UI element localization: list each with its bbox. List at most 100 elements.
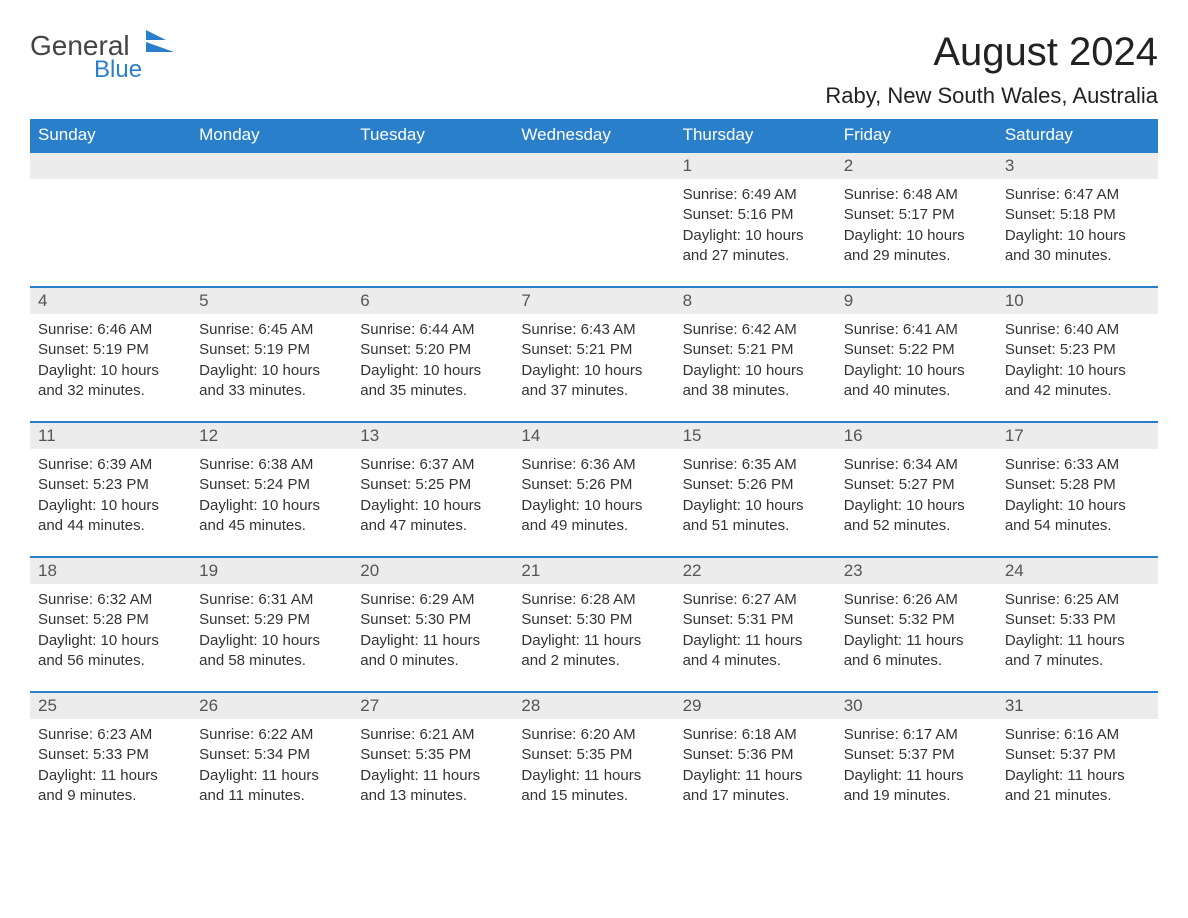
calendar-row: 4Sunrise: 6:46 AMSunset: 5:19 PMDaylight… (30, 287, 1158, 422)
sunrise-line: Sunrise: 6:38 AM (199, 455, 344, 475)
day-body: Sunrise: 6:46 AMSunset: 5:19 PMDaylight:… (30, 314, 191, 421)
daylight-line: Daylight: 10 hours and 33 minutes. (199, 361, 344, 402)
day-body: Sunrise: 6:20 AMSunset: 5:35 PMDaylight:… (513, 719, 674, 826)
daylight-line: Daylight: 10 hours and 38 minutes. (683, 361, 828, 402)
daylight-line: Daylight: 11 hours and 6 minutes. (844, 631, 989, 672)
sunrise-line: Sunrise: 6:43 AM (521, 320, 666, 340)
sunset-line: Sunset: 5:35 PM (360, 745, 505, 765)
calendar-cell (191, 152, 352, 287)
daylight-line: Daylight: 10 hours and 30 minutes. (1005, 226, 1150, 267)
daylight-line: Daylight: 11 hours and 17 minutes. (683, 766, 828, 807)
daylight-line: Daylight: 10 hours and 32 minutes. (38, 361, 183, 402)
daylight-line: Daylight: 10 hours and 27 minutes. (683, 226, 828, 267)
sunrise-line: Sunrise: 6:47 AM (1005, 185, 1150, 205)
day-number: 31 (997, 693, 1158, 719)
calendar-cell: 23Sunrise: 6:26 AMSunset: 5:32 PMDayligh… (836, 557, 997, 692)
day-number: 19 (191, 558, 352, 584)
day-number: 1 (675, 153, 836, 179)
day-number (513, 153, 674, 179)
day-body: Sunrise: 6:34 AMSunset: 5:27 PMDaylight:… (836, 449, 997, 556)
day-body: Sunrise: 6:49 AMSunset: 5:16 PMDaylight:… (675, 179, 836, 286)
calendar-cell: 30Sunrise: 6:17 AMSunset: 5:37 PMDayligh… (836, 692, 997, 826)
day-number: 26 (191, 693, 352, 719)
calendar-cell: 5Sunrise: 6:45 AMSunset: 5:19 PMDaylight… (191, 287, 352, 422)
day-body: Sunrise: 6:27 AMSunset: 5:31 PMDaylight:… (675, 584, 836, 691)
sunrise-line: Sunrise: 6:28 AM (521, 590, 666, 610)
day-number: 27 (352, 693, 513, 719)
calendar-cell: 9Sunrise: 6:41 AMSunset: 5:22 PMDaylight… (836, 287, 997, 422)
sunset-line: Sunset: 5:20 PM (360, 340, 505, 360)
sunset-line: Sunset: 5:28 PM (38, 610, 183, 630)
calendar-cell: 19Sunrise: 6:31 AMSunset: 5:29 PMDayligh… (191, 557, 352, 692)
month-title: August 2024 (825, 30, 1158, 75)
calendar-cell: 2Sunrise: 6:48 AMSunset: 5:17 PMDaylight… (836, 152, 997, 287)
daylight-line: Daylight: 10 hours and 37 minutes. (521, 361, 666, 402)
day-body: Sunrise: 6:35 AMSunset: 5:26 PMDaylight:… (675, 449, 836, 556)
calendar-cell: 25Sunrise: 6:23 AMSunset: 5:33 PMDayligh… (30, 692, 191, 826)
header: General Blue August 2024 Raby, New South… (30, 30, 1158, 109)
sunset-line: Sunset: 5:35 PM (521, 745, 666, 765)
calendar-cell: 16Sunrise: 6:34 AMSunset: 5:27 PMDayligh… (836, 422, 997, 557)
day-body: Sunrise: 6:26 AMSunset: 5:32 PMDaylight:… (836, 584, 997, 691)
calendar-cell: 11Sunrise: 6:39 AMSunset: 5:23 PMDayligh… (30, 422, 191, 557)
day-number: 11 (30, 423, 191, 449)
calendar-cell: 13Sunrise: 6:37 AMSunset: 5:25 PMDayligh… (352, 422, 513, 557)
daylight-line: Daylight: 10 hours and 40 minutes. (844, 361, 989, 402)
sunrise-line: Sunrise: 6:39 AM (38, 455, 183, 475)
sunset-line: Sunset: 5:32 PM (844, 610, 989, 630)
day-body: Sunrise: 6:42 AMSunset: 5:21 PMDaylight:… (675, 314, 836, 421)
day-number (30, 153, 191, 179)
sunrise-line: Sunrise: 6:45 AM (199, 320, 344, 340)
weekday-header: Saturday (997, 119, 1158, 152)
day-body (513, 179, 674, 279)
calendar-cell: 1Sunrise: 6:49 AMSunset: 5:16 PMDaylight… (675, 152, 836, 287)
day-number: 23 (836, 558, 997, 584)
day-number: 30 (836, 693, 997, 719)
sunset-line: Sunset: 5:22 PM (844, 340, 989, 360)
title-block: August 2024 Raby, New South Wales, Austr… (825, 30, 1158, 109)
sunrise-line: Sunrise: 6:44 AM (360, 320, 505, 340)
logo-text-blue: Blue (94, 56, 142, 84)
day-body: Sunrise: 6:29 AMSunset: 5:30 PMDaylight:… (352, 584, 513, 691)
sunrise-line: Sunrise: 6:27 AM (683, 590, 828, 610)
calendar-cell (30, 152, 191, 287)
day-number (191, 153, 352, 179)
calendar-cell: 3Sunrise: 6:47 AMSunset: 5:18 PMDaylight… (997, 152, 1158, 287)
sunset-line: Sunset: 5:37 PM (1005, 745, 1150, 765)
sunrise-line: Sunrise: 6:16 AM (1005, 725, 1150, 745)
calendar-cell (513, 152, 674, 287)
sunset-line: Sunset: 5:21 PM (683, 340, 828, 360)
day-body: Sunrise: 6:40 AMSunset: 5:23 PMDaylight:… (997, 314, 1158, 421)
sunset-line: Sunset: 5:37 PM (844, 745, 989, 765)
sunrise-line: Sunrise: 6:25 AM (1005, 590, 1150, 610)
sunset-line: Sunset: 5:25 PM (360, 475, 505, 495)
calendar-cell: 12Sunrise: 6:38 AMSunset: 5:24 PMDayligh… (191, 422, 352, 557)
daylight-line: Daylight: 11 hours and 9 minutes. (38, 766, 183, 807)
weekday-header: Thursday (675, 119, 836, 152)
day-number: 6 (352, 288, 513, 314)
sunset-line: Sunset: 5:26 PM (521, 475, 666, 495)
day-body (352, 179, 513, 279)
day-body (30, 179, 191, 279)
day-body: Sunrise: 6:25 AMSunset: 5:33 PMDaylight:… (997, 584, 1158, 691)
sunrise-line: Sunrise: 6:32 AM (38, 590, 183, 610)
sunrise-line: Sunrise: 6:18 AM (683, 725, 828, 745)
calendar-cell: 8Sunrise: 6:42 AMSunset: 5:21 PMDaylight… (675, 287, 836, 422)
calendar-row: 25Sunrise: 6:23 AMSunset: 5:33 PMDayligh… (30, 692, 1158, 826)
calendar-cell (352, 152, 513, 287)
sunset-line: Sunset: 5:31 PM (683, 610, 828, 630)
calendar-cell: 21Sunrise: 6:28 AMSunset: 5:30 PMDayligh… (513, 557, 674, 692)
day-body: Sunrise: 6:33 AMSunset: 5:28 PMDaylight:… (997, 449, 1158, 556)
day-number: 16 (836, 423, 997, 449)
daylight-line: Daylight: 10 hours and 54 minutes. (1005, 496, 1150, 537)
daylight-line: Daylight: 10 hours and 56 minutes. (38, 631, 183, 672)
calendar-cell: 27Sunrise: 6:21 AMSunset: 5:35 PMDayligh… (352, 692, 513, 826)
weekday-header: Friday (836, 119, 997, 152)
daylight-line: Daylight: 10 hours and 35 minutes. (360, 361, 505, 402)
day-number: 25 (30, 693, 191, 719)
calendar-row: 18Sunrise: 6:32 AMSunset: 5:28 PMDayligh… (30, 557, 1158, 692)
day-body: Sunrise: 6:41 AMSunset: 5:22 PMDaylight:… (836, 314, 997, 421)
sunrise-line: Sunrise: 6:36 AM (521, 455, 666, 475)
sunset-line: Sunset: 5:26 PM (683, 475, 828, 495)
day-number: 15 (675, 423, 836, 449)
